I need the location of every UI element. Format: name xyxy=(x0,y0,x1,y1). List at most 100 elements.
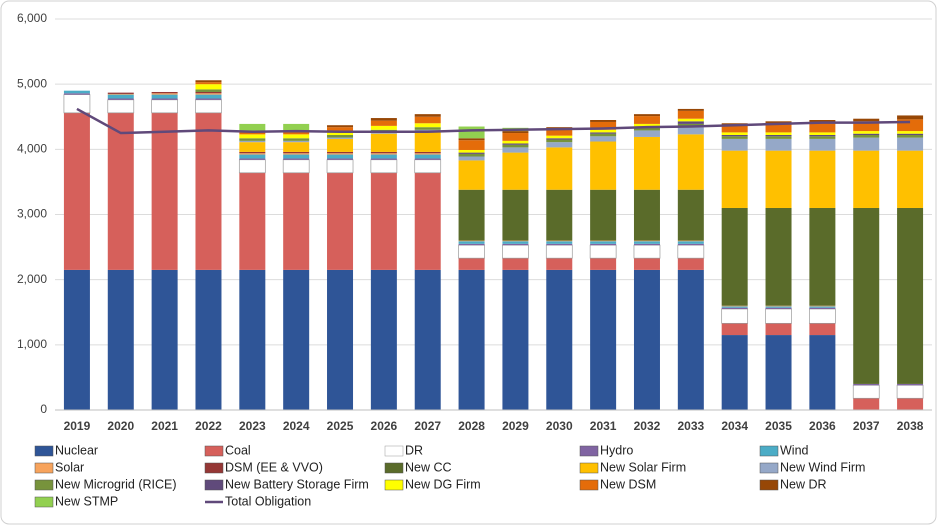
bar-segment xyxy=(502,269,529,410)
bar-segment xyxy=(151,94,178,99)
bar-segment xyxy=(677,243,704,246)
bar-segment xyxy=(283,158,310,160)
legend-swatch xyxy=(759,479,779,491)
bar-segment xyxy=(677,123,704,127)
bar-segment xyxy=(590,243,617,246)
bar-segment xyxy=(765,207,792,306)
bar-segment xyxy=(327,127,354,132)
bar-segment xyxy=(633,258,660,270)
bar-segment xyxy=(809,307,836,309)
bar-segment xyxy=(809,306,836,308)
bar-segment xyxy=(502,131,529,134)
bar-segment xyxy=(239,153,266,155)
bar-segment xyxy=(546,240,573,242)
bar-segment xyxy=(414,131,441,152)
bar-segment xyxy=(107,98,134,100)
bar-segment xyxy=(853,133,880,135)
bar-segment xyxy=(107,94,134,99)
bar-segment xyxy=(590,240,617,242)
legend-swatch xyxy=(384,462,404,474)
bar-segment xyxy=(721,306,748,308)
bar-segment xyxy=(239,151,266,154)
bar-segment xyxy=(853,134,880,138)
bar-segment xyxy=(897,150,924,208)
x-tick-label: 2027 xyxy=(414,419,441,433)
bar-segment xyxy=(853,150,880,208)
bar-segment xyxy=(677,110,704,119)
bar-segment xyxy=(239,154,266,159)
bar-segment xyxy=(283,134,310,139)
bar-segment xyxy=(63,269,90,410)
bar-segment xyxy=(107,269,134,410)
bar-segment xyxy=(633,269,660,410)
bar-segment xyxy=(458,149,485,153)
bar-segment xyxy=(151,99,178,114)
bar-segment xyxy=(195,112,222,270)
bar-segment xyxy=(107,93,134,95)
x-tick-label: 2029 xyxy=(502,419,529,433)
legend-swatch xyxy=(204,479,224,491)
bar-segment xyxy=(721,305,748,307)
bar-segment xyxy=(107,99,135,114)
bar-segment xyxy=(239,123,266,133)
bar-segment xyxy=(414,151,441,154)
bar-segment xyxy=(327,137,354,139)
bar-segment xyxy=(765,134,792,137)
bar-segment xyxy=(414,129,441,132)
legend-label: New DG Firm xyxy=(405,477,481,491)
line-series xyxy=(76,107,911,135)
x-tick-label: 2021 xyxy=(151,419,178,433)
bar-segment xyxy=(458,244,485,259)
bar-segment xyxy=(414,127,441,130)
x-tick-label: 2036 xyxy=(809,419,836,433)
bar-segment xyxy=(502,140,529,144)
bar-segment xyxy=(414,116,441,124)
bar-segment xyxy=(853,207,880,384)
bar-segment xyxy=(853,398,880,410)
y-tick-label: 3,000 xyxy=(17,207,47,221)
bar-segment xyxy=(327,134,354,138)
x-tick-label: 2035 xyxy=(765,419,792,433)
bar-segment xyxy=(546,243,573,246)
legend-label: New Wind Firm xyxy=(780,460,865,474)
bar-segment xyxy=(370,132,397,134)
legend-label: New Solar Firm xyxy=(600,460,686,474)
bar-segment xyxy=(677,241,704,244)
bar-segment xyxy=(195,91,222,94)
bar-segment xyxy=(809,136,836,139)
bar-segment xyxy=(677,269,704,410)
bar-segment xyxy=(546,138,573,140)
bar-segment xyxy=(414,123,441,128)
bar-segment xyxy=(502,243,529,246)
bar-segment xyxy=(239,269,266,410)
bar-segment xyxy=(414,159,442,174)
bar-segment xyxy=(370,120,397,126)
bar-segment xyxy=(677,189,704,241)
bar-segment xyxy=(370,118,397,121)
bar-segment xyxy=(458,269,485,410)
bar-segment xyxy=(896,384,924,399)
bar-segment xyxy=(195,89,222,92)
bar-segment xyxy=(546,139,573,143)
bar-segment xyxy=(370,154,397,159)
bar-segment xyxy=(633,136,660,190)
bar-segment xyxy=(107,92,134,94)
bar-segment xyxy=(897,119,924,132)
bar-segment xyxy=(283,154,310,159)
bar-segment xyxy=(502,144,529,148)
bar-segment xyxy=(590,129,617,133)
legend-swatch xyxy=(759,445,779,457)
bar-segment xyxy=(765,132,792,135)
bar-segment xyxy=(765,307,792,309)
bar-segment xyxy=(590,241,617,244)
bar-segment xyxy=(853,118,880,122)
bar-segment xyxy=(370,153,397,155)
bar-segment xyxy=(897,398,924,410)
legend-label: New Microgrid (RICE) xyxy=(55,477,177,491)
bar-segment xyxy=(283,123,310,133)
bar-segment xyxy=(721,134,748,137)
x-tick-label: 2019 xyxy=(64,419,91,433)
bar-segment xyxy=(458,258,485,270)
bar-segment xyxy=(633,127,660,131)
bar-segment xyxy=(677,240,704,242)
